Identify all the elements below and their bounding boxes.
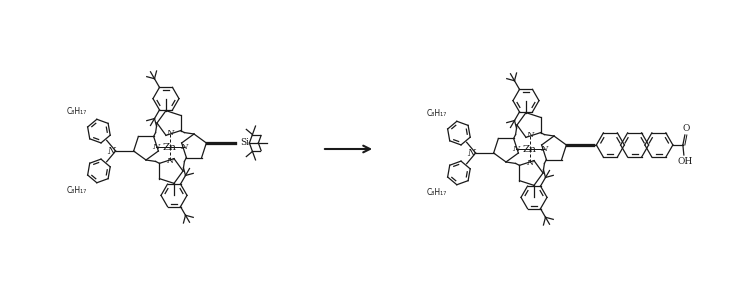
Text: Si: Si [240, 138, 249, 147]
Text: N: N [166, 157, 174, 165]
Text: N: N [526, 131, 533, 139]
Text: Zn: Zn [523, 144, 537, 153]
Text: N: N [107, 147, 114, 155]
Text: Zn: Zn [163, 143, 177, 152]
Text: N: N [513, 145, 519, 153]
Text: N: N [180, 143, 188, 151]
Text: C₈H₁₇: C₈H₁₇ [427, 188, 447, 197]
Text: O: O [682, 124, 689, 133]
Text: N: N [152, 143, 160, 151]
Text: C₈H₁₇: C₈H₁₇ [427, 109, 447, 118]
Text: N: N [526, 159, 533, 167]
Text: C₈H₁₇: C₈H₁₇ [67, 107, 87, 116]
Text: C₈H₁₇: C₈H₁₇ [67, 186, 87, 195]
Text: OH: OH [677, 157, 692, 166]
Text: N: N [166, 129, 174, 137]
Text: N: N [540, 145, 548, 153]
Text: N: N [467, 149, 475, 158]
